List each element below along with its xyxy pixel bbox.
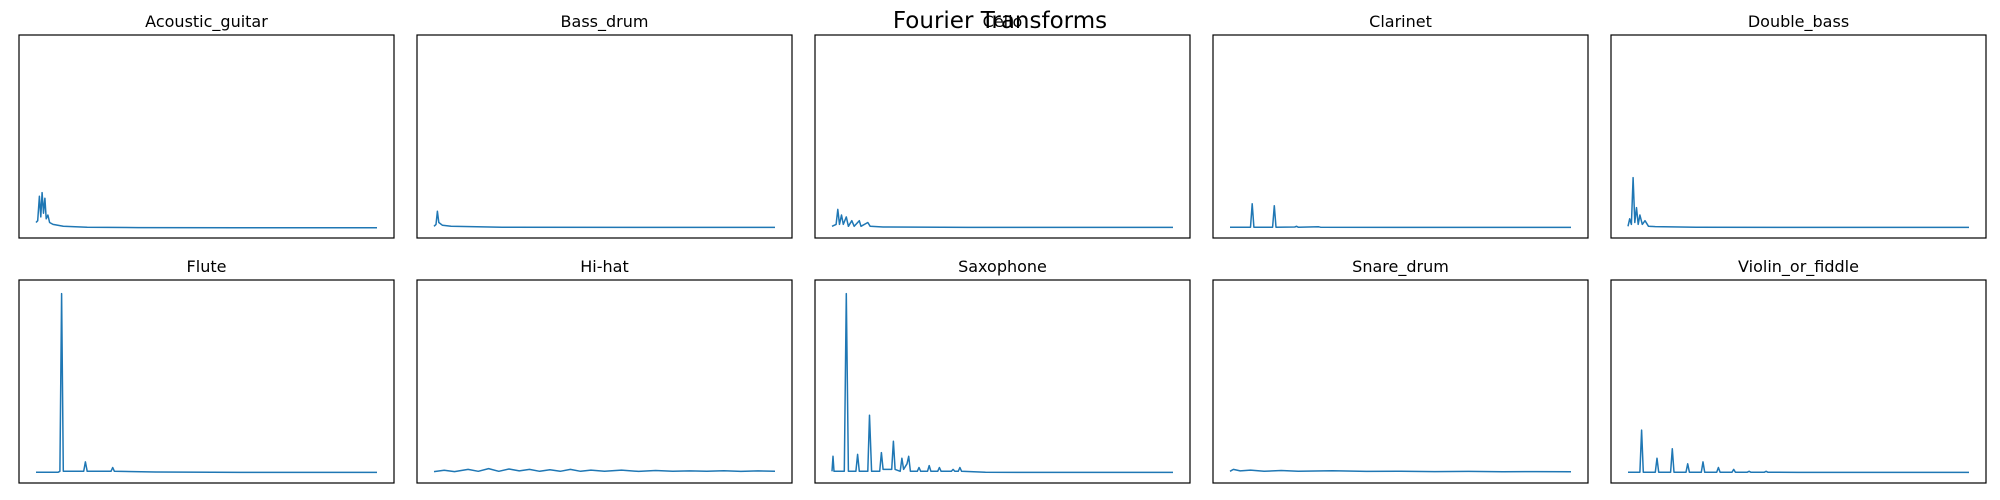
spectrum-line bbox=[36, 292, 377, 474]
plot-frame bbox=[18, 34, 395, 239]
spectrum-line bbox=[1230, 203, 1571, 229]
spectrum-line bbox=[831, 208, 1173, 229]
panel-violin-or-fiddle: Violin_or_fiddle bbox=[1610, 257, 1987, 484]
spectrum-line bbox=[35, 191, 377, 229]
plot-frame bbox=[18, 279, 395, 484]
figure-title: Fourier Transforms bbox=[893, 8, 1107, 34]
plot-frame bbox=[814, 34, 1191, 239]
panel-saxophone: Saxophone bbox=[814, 257, 1191, 484]
spectrum-line bbox=[1627, 176, 1969, 229]
panel-flute: Flute bbox=[18, 257, 395, 484]
plot-frame bbox=[1610, 34, 1987, 239]
panel-hi-hat: Hi-hat bbox=[416, 257, 793, 484]
spectrum-line bbox=[433, 467, 776, 473]
panel-title: Clarinet bbox=[1369, 12, 1432, 31]
plot-frame bbox=[814, 279, 1191, 484]
panel-title: Flute bbox=[187, 257, 227, 276]
spectrum-line bbox=[433, 210, 775, 229]
plot-frame bbox=[1212, 279, 1589, 484]
plot-frame bbox=[1610, 279, 1987, 484]
panel-double-bass: Double_bass bbox=[1610, 12, 1987, 239]
spectrum-line bbox=[1229, 468, 1572, 473]
panel-title: Violin_or_fiddle bbox=[1738, 257, 1859, 277]
panel-bass-drum: Bass_drum bbox=[416, 12, 793, 239]
plot-frame bbox=[1212, 34, 1589, 239]
panel-title: Acoustic_guitar bbox=[145, 12, 268, 32]
panel-title: Double_bass bbox=[1748, 12, 1849, 32]
panel-snare-drum: Snare_drum bbox=[1212, 257, 1589, 484]
panel-acoustic-guitar: Acoustic_guitar bbox=[18, 12, 395, 239]
panel-grid: Acoustic_guitar Bass_drum Cello Clarinet Dou… bbox=[18, 12, 1987, 484]
panel-title: Snare_drum bbox=[1352, 257, 1449, 277]
panel-cello: Cello bbox=[814, 12, 1191, 239]
spectrum-line bbox=[831, 292, 1173, 474]
plot-frame bbox=[416, 34, 793, 239]
spectrum-line bbox=[1628, 429, 1969, 474]
panel-title: Bass_drum bbox=[561, 12, 649, 32]
panel-title: Hi-hat bbox=[580, 257, 628, 276]
panel-title: Saxophone bbox=[958, 257, 1047, 276]
panel-title: Cello bbox=[983, 12, 1023, 31]
panel-clarinet: Clarinet bbox=[1212, 12, 1589, 239]
plot-frame bbox=[416, 279, 793, 484]
